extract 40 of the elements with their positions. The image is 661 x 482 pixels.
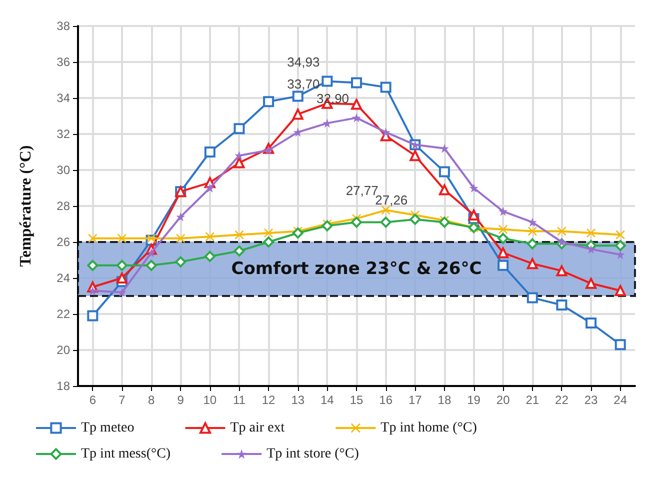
- x-tick-label: 17: [408, 393, 422, 407]
- y-tick-label: 34: [56, 91, 70, 105]
- annotation: 33,70: [287, 76, 320, 92]
- x-tick-label: 19: [467, 393, 481, 407]
- x-tick-label: 22: [555, 393, 569, 407]
- x-tick-label: 24: [614, 393, 628, 407]
- x-tick-label: 6: [89, 393, 96, 407]
- x-tick-label: 21: [526, 393, 540, 407]
- annotation: 32,90: [316, 90, 350, 106]
- y-tick-label: 26: [56, 235, 70, 249]
- legend-label: Tp int store (°C): [266, 446, 360, 462]
- y-tick-label: 24: [56, 271, 70, 285]
- x-tick-label: 15: [350, 393, 364, 407]
- x-tick-label: 20: [496, 393, 510, 407]
- y-tick-label: 36: [56, 55, 70, 69]
- x-tick-label: 18: [438, 393, 452, 407]
- x-tick-label: 16: [379, 393, 393, 407]
- y-axis-title: Température (°C): [18, 145, 34, 267]
- y-tick-label: 38: [56, 19, 70, 33]
- legend-label: Tp int mess(°C): [81, 446, 171, 462]
- legend-label: Tp meteo: [81, 420, 134, 436]
- x-tick-label: 11: [233, 393, 246, 407]
- x-tick-label: 10: [203, 393, 217, 407]
- legend-label: Tp air ext: [230, 420, 285, 436]
- y-tick-label: 28: [56, 199, 70, 213]
- y-tick-label: 32: [56, 127, 70, 141]
- band-label: Comfort zone 23°C & 26°C: [231, 259, 482, 279]
- y-tick-label: 18: [56, 379, 70, 393]
- x-tick-label: 9: [177, 393, 184, 407]
- x-tick-label: 8: [148, 393, 155, 407]
- x-tick-label: 12: [262, 393, 276, 407]
- legend-label: Tp int home (°C): [380, 420, 478, 436]
- x-tick-label: 7: [118, 393, 126, 407]
- y-tick-label: 30: [56, 163, 70, 177]
- y-tick-label: 22: [56, 307, 70, 321]
- x-tick-label: 13: [291, 393, 305, 407]
- annotation: 34,93: [287, 54, 320, 70]
- y-tick-label: 20: [56, 343, 70, 357]
- x-tick-label: 23: [584, 393, 598, 407]
- x-tick-label: 14: [320, 393, 334, 407]
